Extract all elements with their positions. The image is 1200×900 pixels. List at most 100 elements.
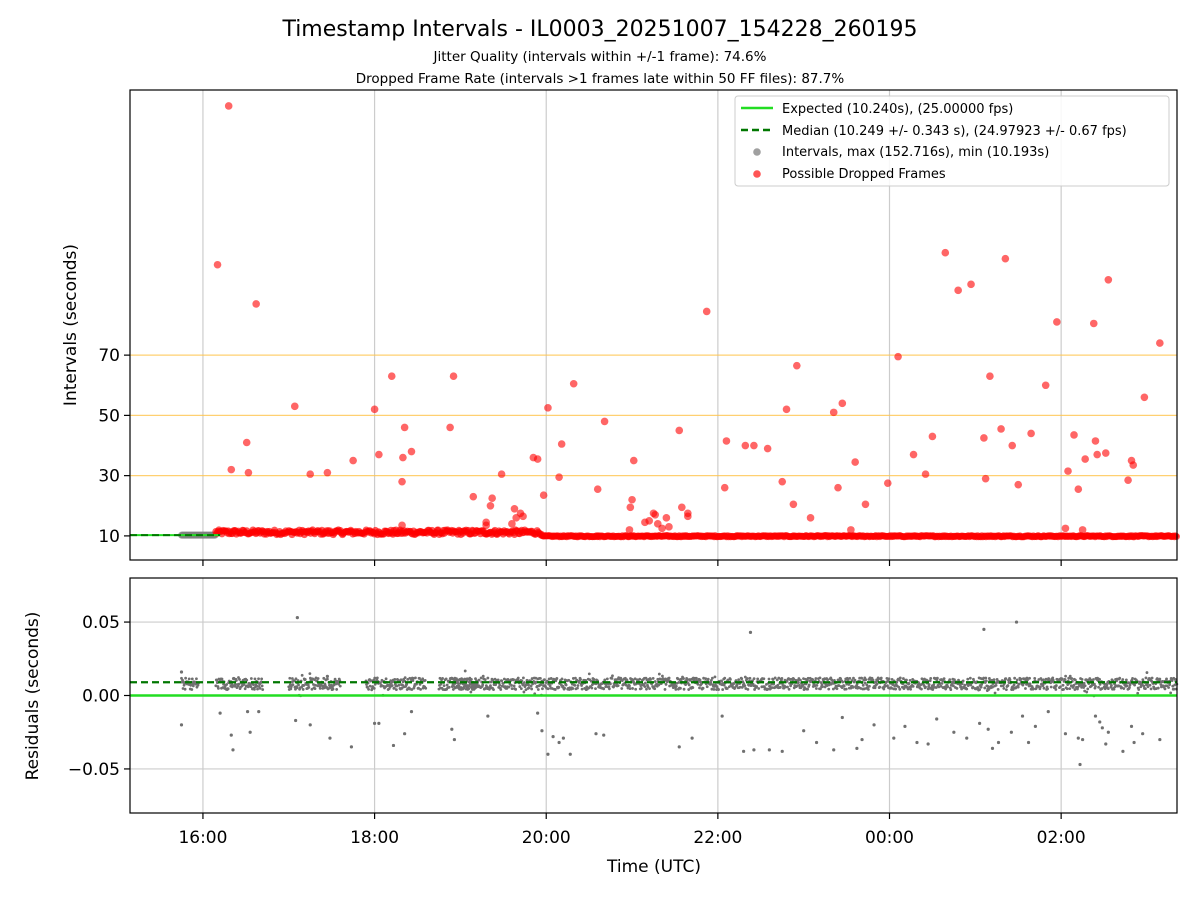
residual-point: [638, 677, 642, 681]
dropped-frame-point: [1041, 381, 1050, 390]
residual-outlier-point: [295, 616, 299, 620]
residual-outlier-point: [349, 745, 354, 749]
residual-point: [576, 684, 580, 687]
residual-point: [441, 677, 444, 680]
residual-point: [818, 676, 822, 680]
residual-point: [447, 685, 451, 689]
residual-point: [245, 678, 249, 682]
residual-point: [814, 677, 818, 680]
residual-point: [1094, 685, 1097, 688]
residual-point: [1028, 676, 1031, 680]
residual-point: [521, 683, 525, 687]
residual-outlier-point: [996, 740, 1001, 745]
residual-outlier-point: [551, 735, 555, 739]
dropped-frame-point: [252, 300, 260, 308]
residual-point: [331, 687, 335, 691]
chart-legend: Expected (10.240s), (25.00000 fps) Media…: [734, 95, 1170, 187]
residual-point: [1137, 688, 1141, 691]
residual-point: [773, 676, 777, 680]
intervals-y-ticks: 10 30 50 70: [98, 346, 130, 547]
residual-point: [908, 679, 912, 682]
residual-outlier-point: [1033, 724, 1037, 728]
residual-outlier-point: [1106, 730, 1110, 734]
residual-point: [1149, 687, 1153, 691]
residual-point: [909, 687, 913, 691]
residual-point: [674, 687, 678, 691]
residual-point: [674, 684, 678, 688]
intervals-reference-lines: [130, 354, 1177, 477]
residual-point: [405, 682, 409, 686]
legend-median-label: Median (10.249 +/- 0.343 s), (24.97923 +…: [782, 124, 1127, 139]
residual-point: [799, 678, 802, 682]
residual-point: [740, 677, 744, 681]
residual-point: [496, 678, 500, 682]
residual-point: [878, 685, 882, 689]
legend-item-dropped: Possible Dropped Frames: [753, 167, 946, 182]
residual-point: [902, 677, 905, 680]
residual-point: [1110, 684, 1113, 687]
residual-point: [301, 688, 305, 691]
residual-point: [1012, 683, 1016, 687]
residual-outlier-point: [372, 721, 377, 726]
residual-outlier-point: [486, 714, 490, 718]
dropped-frame-point: [909, 450, 918, 459]
residual-point: [1172, 687, 1176, 691]
residual-point: [1017, 682, 1021, 686]
dropped-frame-point: [375, 450, 383, 459]
dropped-frame-point: [851, 458, 859, 466]
residual-point: [546, 687, 550, 691]
residual-point: [1042, 686, 1046, 690]
dropped-frame-point: [544, 404, 552, 412]
residual-point: [706, 677, 710, 681]
residual-point: [1008, 678, 1012, 682]
dropped-frame-point: [675, 426, 684, 435]
residuals-x-ticks: 16:00 18:00 20:00 22:00 00:00 02:00: [178, 813, 1086, 848]
residual-outlier-point: [982, 627, 986, 632]
residual-point: [567, 678, 571, 682]
residual-outlier-point: [952, 730, 956, 734]
residual-point: [952, 678, 956, 682]
residual-point: [288, 676, 292, 680]
residual-point: [337, 682, 341, 686]
dropped-frame-point: [569, 379, 578, 388]
dropped-frame-point: [1140, 393, 1149, 402]
residual-point: [499, 688, 503, 691]
residual-point: [1083, 684, 1087, 688]
residuals-panel: 0.05 0.00 −0.05 16:00 18:00 20:00 22:00 00:00 0…: [23, 577, 1179, 877]
residual-point: [1118, 676, 1122, 680]
residual-point: [257, 677, 260, 681]
residual-point: [261, 688, 265, 691]
residual-point: [1125, 684, 1129, 688]
residual-point: [1006, 684, 1010, 687]
residual-point: [1028, 682, 1032, 686]
residual-point: [1061, 683, 1065, 687]
residual-outlier-point: [780, 749, 784, 753]
residual-point: [1100, 687, 1104, 690]
residual-point: [1097, 685, 1100, 689]
residual-point: [191, 684, 195, 688]
dropped-frame-point: [400, 423, 409, 432]
residual-point: [682, 687, 686, 691]
residual-point: [932, 683, 936, 687]
residual-point: [580, 687, 584, 691]
residual-point: [775, 678, 779, 682]
residual-point: [733, 686, 737, 689]
residual-point: [306, 683, 310, 687]
residual-point: [555, 677, 559, 680]
residual-point: [1054, 684, 1058, 687]
residual-point: [784, 685, 787, 689]
residual-point: [457, 682, 460, 686]
residual-point: [590, 686, 594, 690]
dropped-frame-point: [387, 372, 396, 381]
residual-point: [510, 687, 514, 690]
dropped-frame-point: [1091, 437, 1100, 445]
residual-point: [255, 684, 259, 688]
residual-point: [882, 687, 886, 691]
residual-point: [853, 678, 857, 682]
residual-point: [410, 688, 414, 691]
dropped-frame-point: [1089, 319, 1098, 328]
residual-point: [242, 683, 246, 686]
residual-outlier-point: [752, 748, 756, 752]
residual-point: [454, 677, 458, 681]
dropped-frame-point: [398, 477, 406, 486]
